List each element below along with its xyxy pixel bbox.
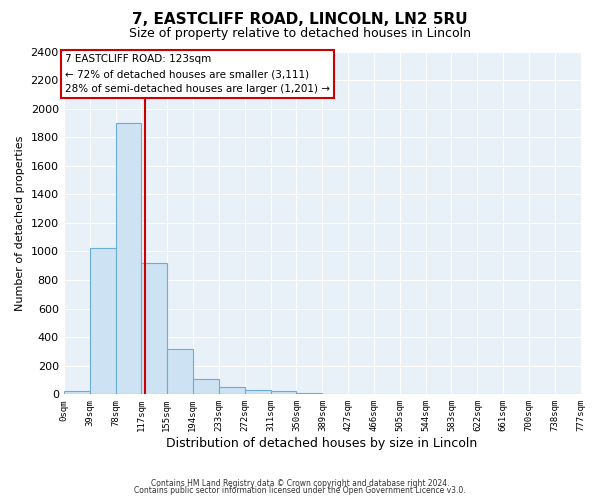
Bar bbox=[142, 263, 167, 394]
Bar bbox=[89, 248, 116, 394]
X-axis label: Distribution of detached houses by size in Lincoln: Distribution of detached houses by size … bbox=[166, 437, 478, 450]
Bar bbox=[245, 390, 271, 394]
Bar bbox=[64, 392, 89, 394]
Text: Contains HM Land Registry data © Crown copyright and database right 2024.: Contains HM Land Registry data © Crown c… bbox=[151, 478, 449, 488]
Text: 7, EASTCLIFF ROAD, LINCOLN, LN2 5RU: 7, EASTCLIFF ROAD, LINCOLN, LN2 5RU bbox=[132, 12, 468, 28]
Y-axis label: Number of detached properties: Number of detached properties bbox=[15, 135, 25, 310]
Bar bbox=[271, 392, 296, 394]
Bar bbox=[218, 387, 245, 394]
Text: Size of property relative to detached houses in Lincoln: Size of property relative to detached ho… bbox=[129, 28, 471, 40]
Bar bbox=[167, 350, 193, 395]
Bar bbox=[296, 393, 322, 394]
Text: Contains public sector information licensed under the Open Government Licence v3: Contains public sector information licen… bbox=[134, 486, 466, 495]
Bar bbox=[193, 380, 218, 394]
Bar bbox=[116, 123, 142, 394]
Text: 7 EASTCLIFF ROAD: 123sqm
← 72% of detached houses are smaller (3,111)
28% of sem: 7 EASTCLIFF ROAD: 123sqm ← 72% of detach… bbox=[65, 54, 330, 94]
